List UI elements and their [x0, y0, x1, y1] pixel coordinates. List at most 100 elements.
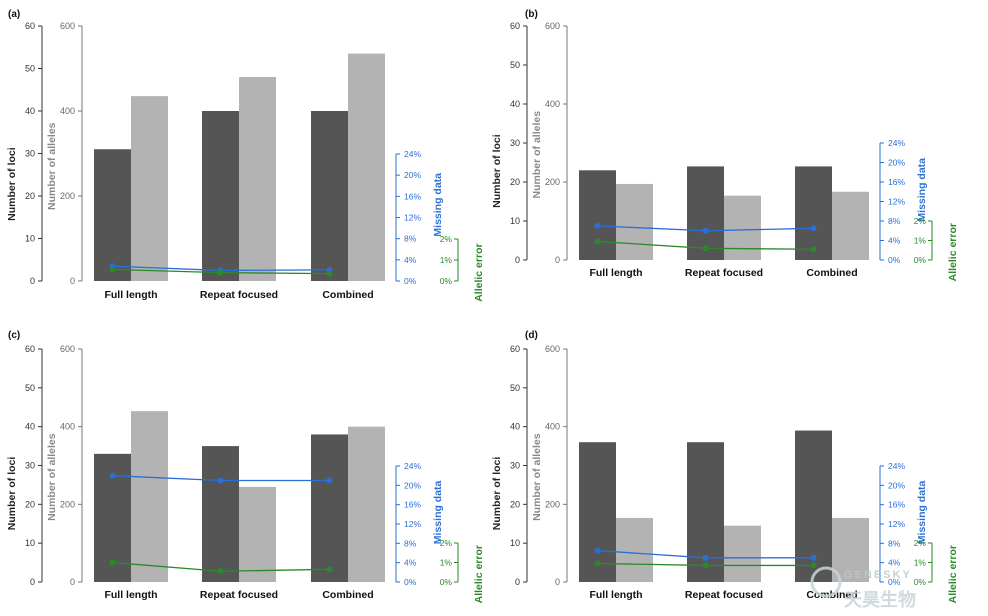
allelic-axis-label: Allelic error	[947, 223, 959, 281]
alleles-tick-label: 0	[555, 255, 560, 265]
chart-panel-1: (b) 0 10 20 30 40 50 60 Number of loci 0 200 400 600…	[491, 9, 959, 281]
allelic-error-point	[326, 566, 333, 573]
missing-data-point	[594, 547, 601, 554]
category-label: Repeat focused	[200, 289, 278, 301]
watermark-chinese: 天昊生物	[844, 589, 916, 610]
loci-tick-label: 30	[510, 138, 520, 148]
loci-tick-label: 60	[25, 344, 35, 354]
loci-bar	[579, 170, 616, 260]
loci-bar	[579, 442, 616, 582]
missing-tick-label: 24%	[404, 149, 421, 159]
alleles-bar	[724, 195, 761, 260]
allelic-error-point	[594, 238, 601, 245]
allelic-axis-label: Allelic error	[947, 545, 959, 603]
alleles-bar	[131, 411, 168, 582]
loci-tick-label: 20	[510, 499, 520, 509]
allelic-tick-label: 1%	[914, 558, 927, 568]
allelic-error-point	[109, 559, 116, 566]
category-label: Repeat focused	[200, 589, 278, 601]
loci-tick-label: 50	[25, 383, 35, 393]
missing-tick-label: 8%	[888, 538, 901, 548]
loci-axis-label: Number of loci	[6, 147, 18, 221]
alleles-bar	[239, 77, 276, 281]
loci-tick-label: 10	[510, 538, 520, 548]
missing-tick-label: 4%	[404, 558, 417, 568]
panel-label: (c)	[8, 330, 20, 341]
missing-tick-label: 8%	[404, 234, 417, 244]
allelic-tick-label: 2%	[440, 234, 453, 244]
missing-tick-label: 12%	[404, 519, 421, 529]
loci-tick-label: 60	[25, 21, 35, 31]
alleles-bar	[832, 517, 869, 582]
loci-tick-label: 10	[25, 538, 35, 548]
watermark-latin: GENESKY	[844, 569, 912, 581]
alleles-tick-label: 400	[545, 422, 560, 432]
alleles-tick-label: 0	[70, 577, 75, 587]
loci-bar	[687, 166, 724, 260]
loci-tick-label: 0	[30, 276, 35, 286]
loci-bar	[94, 149, 131, 281]
loci-bar	[795, 166, 832, 260]
panel-label: (b)	[525, 9, 538, 20]
allelic-error-point	[594, 560, 601, 567]
loci-tick-label: 40	[510, 422, 520, 432]
watermark-logo-icon	[810, 566, 842, 598]
allelic-tick-label: 1%	[440, 255, 453, 265]
loci-tick-label: 40	[510, 99, 520, 109]
allelic-tick-label: 1%	[440, 558, 453, 568]
allelic-tick-label: 0%	[914, 577, 927, 587]
allelic-tick-label: 0%	[440, 577, 453, 587]
allelic-tick-label: 1%	[914, 236, 927, 246]
allelic-error-point	[810, 246, 817, 253]
missing-tick-label: 20%	[404, 170, 421, 180]
alleles-tick-label: 200	[60, 499, 75, 509]
loci-tick-label: 20	[25, 499, 35, 509]
alleles-bar	[832, 191, 869, 260]
alleles-axis-label: Number of alleles	[531, 111, 543, 199]
allelic-tick-label: 2%	[914, 538, 927, 548]
category-label: Combined	[806, 267, 857, 279]
missing-tick-label: 8%	[888, 216, 901, 226]
missing-tick-label: 24%	[888, 461, 905, 471]
missing-tick-label: 0%	[404, 276, 417, 286]
alleles-tick-label: 0	[555, 577, 560, 587]
category-label: Full length	[104, 589, 157, 601]
missing-tick-label: 16%	[404, 500, 421, 510]
loci-tick-label: 20	[510, 177, 520, 187]
loci-bar	[311, 111, 348, 281]
loci-axis-label: Number of loci	[491, 457, 503, 531]
allelic-axis-label: Allelic error	[473, 243, 485, 301]
missing-axis-label: Missing data	[916, 158, 928, 222]
missing-tick-label: 16%	[888, 500, 905, 510]
missing-tick-label: 20%	[888, 480, 905, 490]
missing-tick-label: 4%	[888, 558, 901, 568]
loci-tick-label: 40	[25, 422, 35, 432]
alleles-tick-label: 600	[60, 344, 75, 354]
allelic-tick-label: 0%	[440, 276, 453, 286]
missing-axis-label: Missing data	[432, 173, 444, 237]
missing-tick-label: 24%	[888, 138, 905, 148]
allelic-error-point	[217, 269, 224, 276]
panel-label: (d)	[525, 330, 538, 341]
missing-tick-label: 0%	[888, 255, 901, 265]
allelic-error-point	[109, 266, 116, 273]
allelic-error-point	[810, 562, 817, 569]
missing-tick-label: 8%	[404, 538, 417, 548]
missing-tick-label: 20%	[888, 158, 905, 168]
alleles-bar	[348, 426, 385, 582]
category-label: Full length	[589, 589, 642, 601]
loci-tick-label: 60	[510, 344, 520, 354]
alleles-tick-label: 200	[545, 177, 560, 187]
watermark: GENESKY 天昊生物	[810, 566, 916, 610]
missing-tick-label: 0%	[888, 577, 901, 587]
loci-tick-label: 10	[510, 216, 520, 226]
loci-bar	[687, 442, 724, 582]
category-label: Full length	[104, 289, 157, 301]
missing-data-point	[109, 472, 116, 479]
alleles-axis-label: Number of alleles	[46, 122, 58, 210]
missing-tick-label: 4%	[888, 236, 901, 246]
loci-tick-label: 0	[515, 255, 520, 265]
chart-panel-3: (d) 0 10 20 30 40 50 60 Number of loci 0 200 400 600…	[491, 330, 959, 603]
category-label: Full length	[589, 267, 642, 279]
loci-axis-label: Number of loci	[6, 457, 18, 531]
